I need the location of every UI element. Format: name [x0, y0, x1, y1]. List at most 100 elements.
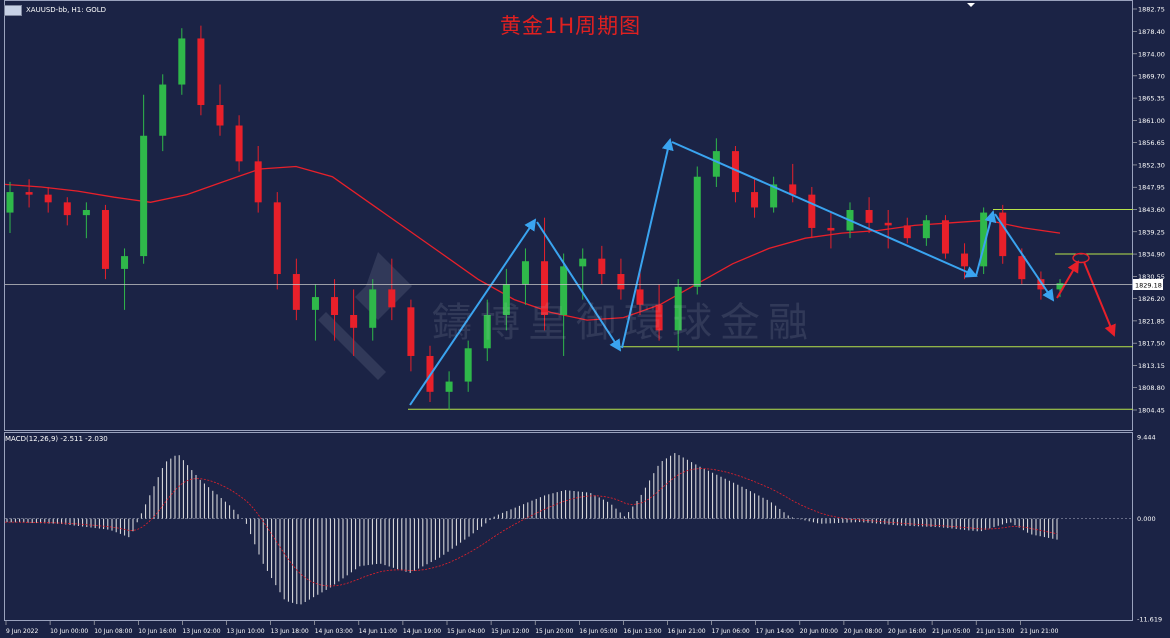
time-tick-label: 17 Jun 06:00 — [712, 628, 750, 635]
candle-body — [311, 297, 319, 310]
candle-body — [407, 307, 415, 356]
forecast-arrows — [1056, 252, 1116, 337]
candle-body — [25, 192, 33, 195]
trend-arrow — [975, 210, 997, 277]
macd-tick-label: -11.619 — [1137, 616, 1162, 624]
time-axis: 9 Jun 2022 10 Jun 00:00 10 Jun 08:00 10 Jun… — [5, 621, 1059, 635]
chart-window-icon[interactable] — [4, 4, 22, 16]
current-price-tag: 1829.18 — [1135, 282, 1162, 290]
company-logo-icon — [318, 252, 412, 380]
price-axis: 1882.75 1878.40 1874.00 1869.70 1865.35 1861.… — [1133, 6, 1165, 415]
price-tick-label: 1813.15 — [1138, 362, 1165, 370]
price-tick-label: 1874.00 — [1138, 50, 1165, 58]
chart-shift-marker[interactable] — [967, 3, 975, 7]
candle-body — [922, 220, 930, 239]
candle-body — [197, 38, 205, 106]
price-tick-label: 1878.40 — [1138, 28, 1165, 36]
price-tick-label: 1834.90 — [1138, 251, 1165, 259]
forecast-arrow-up — [1056, 260, 1080, 299]
candle-body — [292, 274, 300, 310]
candle-body — [655, 304, 663, 331]
macd-indicator-label: MACD(12,26,9) -2.511 -2.030 — [5, 435, 108, 443]
symbol-info: XAUUSD-bb, H1: GOLD — [26, 6, 107, 14]
price-tick-label: 1817.50 — [1138, 340, 1165, 348]
time-tick-label: 10 Jun 08:00 — [94, 628, 132, 635]
candle-body — [216, 105, 224, 126]
chart-header: XAUUSD-bb, H1: GOLD — [4, 3, 106, 17]
trend-arrow — [671, 141, 978, 278]
candle-body — [579, 258, 587, 267]
macd-axis: 9.444 0.000 -11.619 — [1137, 434, 1162, 624]
candle-body — [502, 284, 510, 315]
candle-body — [903, 225, 911, 239]
price-tick-label: 1847.95 — [1138, 184, 1165, 192]
price-tick-label: 1856.65 — [1138, 139, 1165, 147]
time-tick-label: 16 Jun 13:00 — [623, 628, 661, 635]
time-tick-label: 13 Jun 18:00 — [271, 628, 309, 635]
trend-arrow — [409, 218, 537, 406]
ma-path — [4, 165, 1061, 321]
time-tick-label: 13 Jun 02:00 — [182, 628, 220, 635]
macd-tick-label: 9.444 — [1137, 434, 1156, 442]
candle-body — [254, 161, 262, 203]
candle-body — [731, 151, 739, 193]
candle-body — [521, 261, 529, 285]
time-tick-label: 15 Jun 04:00 — [447, 628, 485, 635]
candle-body — [789, 184, 797, 195]
time-tick-label: 14 Jun 19:00 — [403, 628, 441, 635]
page-title: 黄金1H周期图 — [500, 14, 642, 38]
price-tick-label: 1843.60 — [1138, 206, 1165, 214]
macd-panel-border — [4, 432, 1133, 621]
trend-arrow — [621, 138, 674, 349]
time-tick-label: 17 Jun 14:00 — [756, 628, 794, 635]
time-tick-label: 15 Jun 20:00 — [535, 628, 573, 635]
time-tick-label: 20 Jun 16:00 — [888, 628, 926, 635]
time-tick-label: 21 Jun 13:00 — [976, 628, 1014, 635]
candle-body — [178, 38, 186, 85]
candle-body — [369, 289, 377, 328]
candle-body — [1056, 283, 1064, 290]
time-tick-label: 20 Jun 00:00 — [800, 628, 838, 635]
candle-body — [44, 194, 52, 203]
support-lines — [408, 209, 1133, 410]
moving-average-line — [4, 165, 1061, 321]
candle-body — [331, 297, 339, 315]
candle-body — [445, 381, 453, 392]
candle-body — [350, 314, 358, 328]
candle-body — [598, 258, 606, 275]
macd-tick-label: 0.000 — [1137, 515, 1156, 523]
candle-body — [980, 212, 988, 267]
time-tick-label: 21 Jun 05:00 — [932, 628, 970, 635]
forecast-arrow-down — [1083, 261, 1116, 337]
candle-body — [483, 314, 491, 349]
watermark-text: 鑄博皇御環球金融 — [432, 300, 816, 346]
candle-body — [617, 274, 625, 290]
candlestick-series — [6, 25, 1064, 410]
time-tick-label: 14 Jun 03:00 — [315, 628, 353, 635]
candle-body — [941, 220, 949, 254]
time-tick-label: 9 Jun 2022 — [6, 628, 38, 635]
price-tick-label: 1882.75 — [1138, 6, 1165, 14]
time-tick-label: 21 Jun 21:00 — [1020, 628, 1058, 635]
candle-body — [388, 289, 396, 308]
right-axis-strip — [1133, 0, 1170, 622]
candle-body — [101, 210, 109, 269]
candle-body — [808, 194, 816, 228]
price-tick-label: 1808.80 — [1138, 384, 1165, 392]
candle-body — [140, 135, 148, 257]
macd-histogram — [6, 453, 1058, 605]
candle-body — [693, 176, 701, 287]
candle-body — [1018, 256, 1026, 280]
target-circle — [1072, 252, 1090, 264]
time-tick-label: 15 Jun 12:00 — [491, 628, 529, 635]
candle-body — [121, 256, 129, 269]
trend-arrows — [409, 138, 1055, 406]
price-tick-label: 1869.70 — [1138, 72, 1165, 80]
main-chart-border — [4, 0, 1133, 431]
trend-arrow — [536, 221, 622, 352]
candle-body — [6, 192, 14, 213]
price-tick-label: 1826.20 — [1138, 295, 1165, 303]
candle-body — [827, 227, 835, 231]
candle-body — [464, 348, 472, 382]
